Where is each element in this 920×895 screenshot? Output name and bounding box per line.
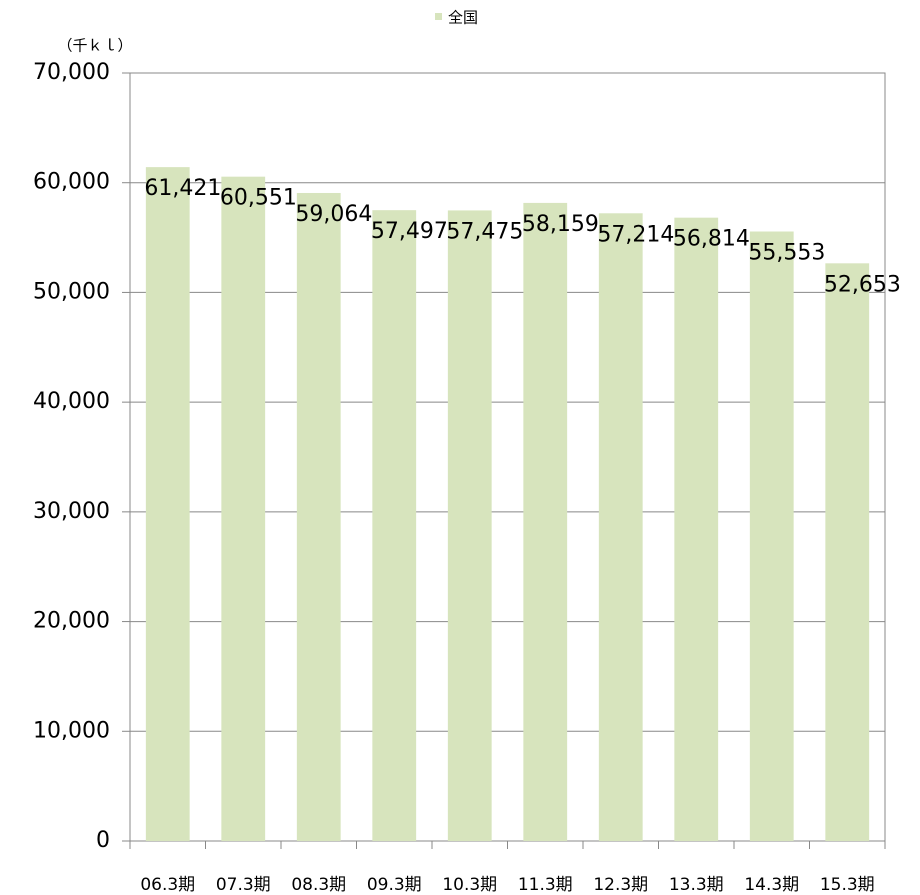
data-label: 55,553	[748, 241, 825, 266]
bar	[598, 213, 643, 841]
x-tick-label: 14.3期	[744, 875, 799, 895]
x-tick-label: 06.3期	[140, 875, 195, 895]
data-label: 58,159	[522, 212, 599, 237]
x-tick-label: 10.3期	[442, 875, 497, 895]
y-tick-label: 70,000	[33, 60, 110, 85]
bar	[296, 192, 341, 842]
y-tick-label: 30,000	[33, 499, 110, 524]
x-tick-label: 07.3期	[216, 875, 271, 895]
y-tick-label: 40,000	[33, 389, 110, 414]
data-label: 60,551	[220, 186, 297, 211]
data-label: 59,064	[295, 202, 372, 227]
y-tick-label: 20,000	[33, 609, 110, 634]
x-tick-label: 13.3期	[669, 875, 724, 895]
bar	[221, 176, 266, 842]
bar	[372, 210, 417, 841]
legend-swatch	[435, 13, 442, 20]
unit-label: （千ｋｌ）	[57, 37, 132, 55]
x-tick-label: 08.3期	[291, 875, 346, 895]
data-label: 57,497	[371, 219, 448, 244]
y-tick-label: 10,000	[33, 718, 110, 743]
y-tick-label: 0	[96, 828, 110, 853]
bar	[523, 202, 568, 841]
x-tick-label: 11.3期	[518, 875, 573, 895]
plot-border	[129, 72, 886, 841]
data-label: 61,421	[144, 176, 221, 201]
y-tick-label: 50,000	[33, 279, 110, 304]
data-label: 56,814	[673, 227, 750, 252]
x-tick-label: 15.3期	[820, 875, 875, 895]
legend-label: 全国	[448, 9, 478, 27]
bar	[145, 167, 190, 841]
bar	[447, 210, 492, 842]
x-tick-label: 12.3期	[593, 875, 648, 895]
data-label: 57,475	[446, 219, 523, 244]
y-tick-label: 60,000	[33, 170, 110, 195]
bar	[825, 263, 870, 841]
data-label: 57,214	[597, 222, 674, 247]
bar	[674, 217, 719, 841]
x-tick-label: 09.3期	[367, 875, 422, 895]
data-label: 52,653	[824, 272, 901, 297]
bar	[749, 231, 794, 842]
